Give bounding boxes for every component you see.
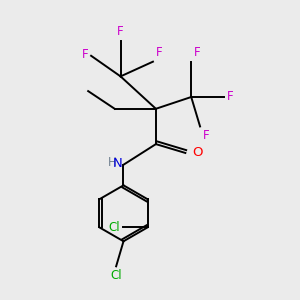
Text: N: N: [112, 157, 122, 170]
Text: F: F: [82, 48, 88, 61]
Text: F: F: [203, 129, 210, 142]
Text: H: H: [108, 156, 117, 169]
Text: F: F: [117, 25, 124, 38]
Text: Cl: Cl: [110, 269, 122, 282]
Text: Cl: Cl: [108, 221, 120, 234]
Text: O: O: [192, 146, 202, 159]
Text: F: F: [156, 46, 163, 59]
Text: F: F: [194, 46, 200, 59]
Text: F: F: [227, 91, 234, 103]
